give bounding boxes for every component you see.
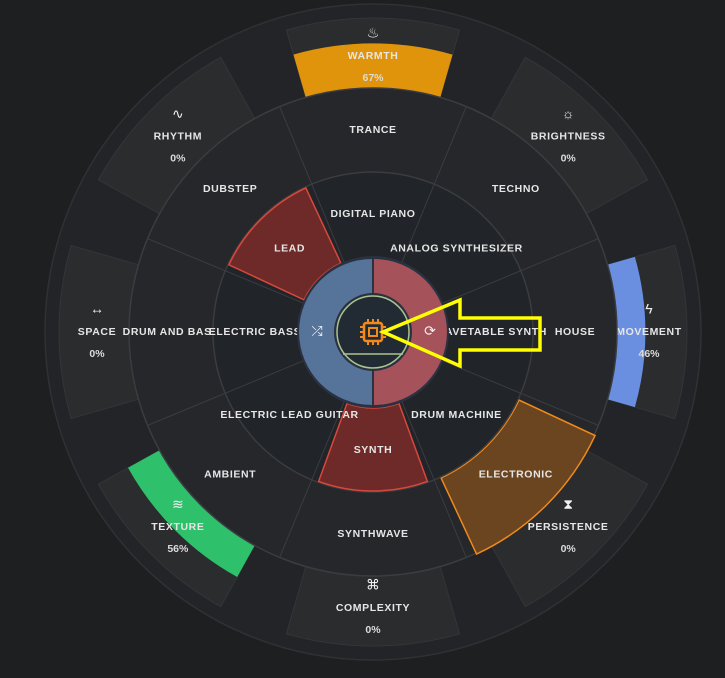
refresh-icon[interactable]: ⟳ xyxy=(424,323,436,339)
instrument-electric-bass[interactable]: ELECTRIC BASS xyxy=(209,270,304,338)
genre-dubstep[interactable]: DUBSTEP xyxy=(203,106,313,195)
instrument-label: DRUM MACHINE xyxy=(411,409,502,421)
genre-label: AMBIENT xyxy=(204,469,256,481)
parameter-label: RHYTHM xyxy=(154,131,203,143)
genre-label: ELECTRONIC xyxy=(479,469,553,481)
instrument-digital-piano[interactable]: DIGITAL PIANO xyxy=(331,183,435,263)
instrument-wavetable-synth[interactable]: WAVETABLE SYNTH xyxy=(435,326,547,394)
parameter-ring: ♨ WARMTH 67% ☼ BRIGHTNESS 0% ϟ MOVEMENT 46% ⧗ PERS… xyxy=(58,17,688,647)
instrument-label: LEAD xyxy=(274,242,305,254)
parameter-label: WARMTH xyxy=(348,50,399,62)
instrument-divider xyxy=(311,183,345,263)
parameter-value: 46% xyxy=(638,348,660,360)
parameter-level-fill xyxy=(128,446,259,577)
parameter-label: MOVEMENT xyxy=(616,326,681,338)
parameter-warmth[interactable]: ♨ WARMTH 67% xyxy=(285,17,461,105)
genre-divider xyxy=(433,479,467,558)
shuffle-icon[interactable]: ⤮ xyxy=(311,323,322,339)
instrument-divider xyxy=(224,360,304,394)
parameter-value: 0% xyxy=(561,543,577,555)
instrument-label: DIGITAL PIANO xyxy=(331,208,416,220)
annotation-arrow xyxy=(378,297,542,369)
genre-drum-and-bass[interactable]: DRUM AND BASS xyxy=(123,238,226,338)
genre-ring: TRANCE TECHNO HOUSE ELECTRONIC SYNTHWAVE AMBI… xyxy=(123,106,599,558)
parameter-label: SPACE xyxy=(78,326,116,338)
waves-icon: ≋ xyxy=(172,496,184,512)
parameter-value: 0% xyxy=(365,624,381,636)
arrows-horizontal-icon: ↔ xyxy=(90,301,104,317)
instrument-electric-lead-guitar[interactable]: ELECTRIC LEAD GUITAR xyxy=(220,360,358,422)
instrument-drum-machine[interactable]: DRUM MACHINE xyxy=(401,401,502,481)
instrument-label: WAVETABLE SYNTH xyxy=(435,326,547,338)
instrument-label: ELECTRIC BASS xyxy=(209,326,301,338)
parameter-rhythm[interactable]: ∿ RHYTHM 0% xyxy=(97,56,259,218)
genre-techno[interactable]: TECHNO xyxy=(492,183,599,272)
genre-trance[interactable]: TRANCE xyxy=(349,106,467,185)
pulse-icon: ∿ xyxy=(172,106,184,122)
instrument-label: SYNTH xyxy=(354,444,393,456)
parameter-value: 0% xyxy=(170,153,186,165)
genre-label: DUBSTEP xyxy=(203,183,257,195)
genre-divider xyxy=(520,238,599,272)
genre-label: DRUM AND BASS xyxy=(123,326,220,338)
parameter-label: PERSISTENCE xyxy=(528,521,609,533)
parameter-space[interactable]: ↔ SPACE 0% xyxy=(58,244,146,420)
parameter-texture[interactable]: ≋ TEXTURE 56% xyxy=(97,446,259,608)
genre-divider xyxy=(147,392,226,426)
instrument-divider xyxy=(442,270,522,304)
genre-label: TRANCE xyxy=(349,124,396,136)
genre-divider xyxy=(433,106,467,185)
parameter-value: 0% xyxy=(561,153,577,165)
parameter-label: BRIGHTNESS xyxy=(531,131,606,143)
parameter-complexity[interactable]: ⌘ COMPLEXITY 0% xyxy=(285,559,461,647)
instrument-divider xyxy=(401,183,435,263)
parameter-value: 0% xyxy=(89,348,105,360)
instrument-label: ANALOG SYNTHESIZER xyxy=(390,242,523,254)
instrument-ring: DIGITAL PIANO ANALOG SYNTHESIZER WAVETABLE… xyxy=(209,183,547,492)
instrument-analog-synthesizer[interactable]: ANALOG SYNTHESIZER xyxy=(390,242,523,304)
sun-icon: ☼ xyxy=(562,106,575,122)
genre-label: TECHNO xyxy=(492,183,540,195)
instrument-divider xyxy=(442,360,522,394)
genre-label: SYNTHWAVE xyxy=(337,528,408,540)
genre-divider xyxy=(279,106,313,185)
genre-divider xyxy=(147,238,226,272)
core-button[interactable] xyxy=(336,295,410,369)
instrument-divider xyxy=(401,401,435,481)
parameter-label: TEXTURE xyxy=(151,521,204,533)
genre-synthwave[interactable]: SYNTHWAVE xyxy=(279,479,409,558)
instrument-divider xyxy=(311,401,345,481)
instrument-divider xyxy=(224,270,304,304)
genre-label: HOUSE xyxy=(555,326,595,338)
genre-electronic[interactable]: ELECTRONIC xyxy=(433,399,597,558)
parameter-brightness[interactable]: ☼ BRIGHTNESS 0% xyxy=(487,56,649,218)
genre-ambient[interactable]: AMBIENT xyxy=(147,392,257,481)
instrument-label: ELECTRIC LEAD GUITAR xyxy=(220,409,358,421)
parameter-value: 56% xyxy=(167,543,189,555)
flame-icon: ♨ xyxy=(367,25,380,41)
genre-house[interactable]: HOUSE xyxy=(520,326,599,426)
genre-selected-highlight xyxy=(440,399,597,556)
genre-divider xyxy=(279,479,313,558)
parameter-label: COMPLEXITY xyxy=(336,602,410,614)
parameter-level-fill xyxy=(293,43,453,105)
genre-divider xyxy=(520,392,599,426)
hourglass-icon: ⧗ xyxy=(563,496,573,512)
parameter-persistence[interactable]: ⧗ PERSISTENCE 0% xyxy=(487,446,649,608)
lightning-icon: ϟ xyxy=(645,301,653,317)
hierarchy-icon: ⌘ xyxy=(366,577,380,593)
center-hub: ⤮ ⟳ xyxy=(297,256,449,408)
parameter-value: 67% xyxy=(362,72,384,84)
